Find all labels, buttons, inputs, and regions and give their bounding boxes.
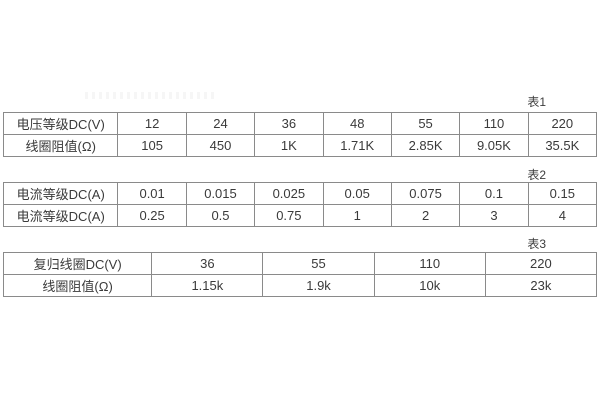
value-cell: 0.15 [527, 182, 598, 205]
value-cell: 55 [262, 252, 375, 275]
table3-caption: 表3 [527, 237, 546, 251]
value-cell: 10k [373, 274, 486, 297]
value-cell: 55 [390, 112, 461, 135]
table-row: 电流等级DC(A) 0.01 0.015 0.025 0.05 0.075 0.… [2, 182, 598, 205]
value-cell: 0.75 [254, 204, 324, 227]
value-cell: 0.015 [185, 182, 256, 205]
value-cell: 9.05K [459, 134, 529, 157]
value-cell: 48 [322, 112, 392, 135]
table1-caption: 表1 [527, 95, 546, 109]
faint-watermark [85, 92, 215, 99]
value-cell: 2 [390, 204, 461, 227]
value-cell: 0.05 [322, 182, 392, 205]
row-header-cell: 电流等级DC(A) [2, 204, 119, 227]
table-row: 电流等级DC(A) 0.25 0.5 0.75 1 2 3 4 [2, 204, 598, 227]
value-cell: 220 [484, 252, 598, 275]
row-header-cell: 电压等级DC(V) [2, 112, 119, 135]
table-row: 线圈阻值(Ω) 1.15k 1.9k 10k 23k [2, 274, 598, 297]
value-cell: 35.5K [527, 134, 598, 157]
voltage-grade-table: 电压等级DC(V) 12 24 36 48 55 110 220 线圈阻值(Ω)… [2, 112, 598, 157]
value-cell: 110 [373, 252, 486, 275]
current-grade-table: 电流等级DC(A) 0.01 0.015 0.025 0.05 0.075 0.… [2, 182, 598, 227]
table-row: 线圈阻值(Ω) 105 450 1K 1.71K 2.85K 9.05K 35.… [2, 134, 598, 157]
value-cell: 4 [527, 204, 598, 227]
row-header-cell: 复归线圈DC(V) [2, 252, 153, 275]
value-cell: 105 [117, 134, 187, 157]
reset-coil-table: 复归线圈DC(V) 36 55 110 220 线圈阻值(Ω) 1.15k 1.… [2, 252, 598, 297]
value-cell: 36 [151, 252, 264, 275]
value-cell: 12 [117, 112, 187, 135]
value-cell: 1K [254, 134, 324, 157]
value-cell: 0.075 [390, 182, 461, 205]
value-cell: 0.01 [117, 182, 187, 205]
value-cell: 1 [322, 204, 392, 227]
value-cell: 1.71K [322, 134, 392, 157]
value-cell: 36 [254, 112, 324, 135]
value-cell: 24 [185, 112, 256, 135]
value-cell: 1.9k [262, 274, 375, 297]
row-header-cell: 电流等级DC(A) [2, 182, 119, 205]
row-header-cell: 线圈阻值(Ω) [2, 274, 153, 297]
value-cell: 220 [527, 112, 598, 135]
value-cell: 1.15k [151, 274, 264, 297]
table2-caption: 表2 [527, 168, 546, 182]
value-cell: 110 [459, 112, 529, 135]
value-cell: 0.25 [117, 204, 187, 227]
value-cell: 450 [185, 134, 256, 157]
value-cell: 0.025 [254, 182, 324, 205]
value-cell: 3 [459, 204, 529, 227]
row-header-cell: 线圈阻值(Ω) [2, 134, 119, 157]
value-cell: 23k [484, 274, 598, 297]
value-cell: 0.5 [185, 204, 256, 227]
value-cell: 0.1 [459, 182, 529, 205]
table-row: 复归线圈DC(V) 36 55 110 220 [2, 252, 598, 275]
table-row: 电压等级DC(V) 12 24 36 48 55 110 220 [2, 112, 598, 135]
value-cell: 2.85K [390, 134, 461, 157]
